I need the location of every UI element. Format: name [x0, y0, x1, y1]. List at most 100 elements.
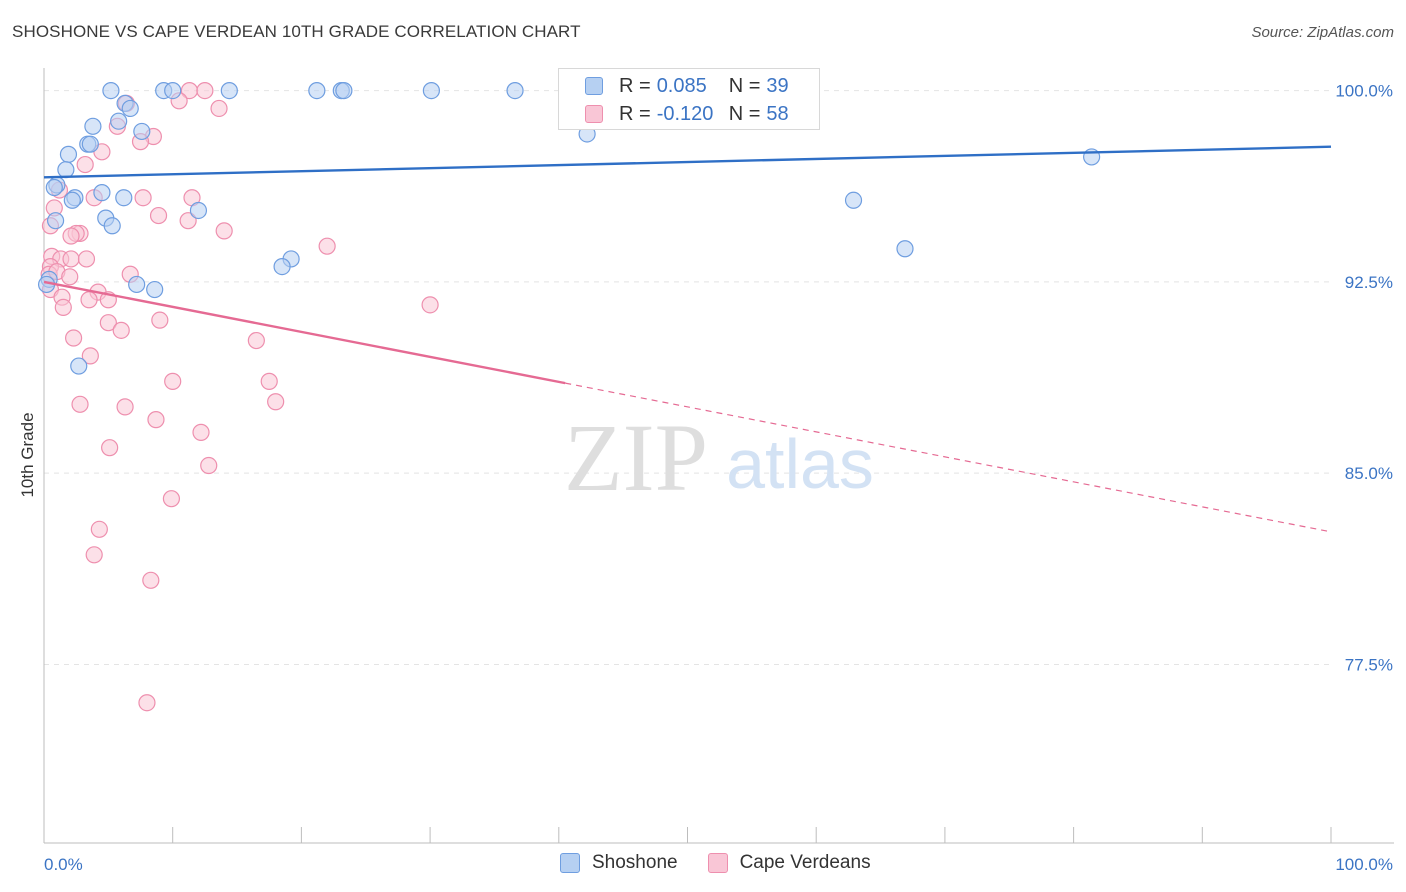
cape-verdean-point [215, 222, 233, 240]
cape-verdean-point [101, 439, 119, 457]
cape-verdean-point [196, 82, 214, 100]
cape-verdean-point [77, 250, 96, 268]
n-label: N = [728, 102, 761, 125]
shoshone-point [102, 82, 120, 100]
y-tick-label: 100.0% [1335, 82, 1393, 101]
source-label: Source: ZipAtlas.com [1251, 24, 1394, 41]
n-label: N = [728, 74, 761, 97]
cape-verdean-point [81, 347, 99, 365]
shoshone-point [63, 191, 81, 209]
cape-verdean-point [99, 314, 117, 332]
tick-labels: 100.0% 92.5% 85.0% 77.5% 0.0% 100.0% [44, 82, 1393, 874]
cape-verdean-point [149, 206, 168, 225]
cape-verdean-point [142, 571, 160, 589]
shoshone-point [45, 178, 63, 197]
shoshone-trend-line [43, 145, 1332, 179]
series-legend: Shoshone Cape Verdeans [560, 852, 901, 874]
shoshone-swatch [560, 853, 580, 873]
correlation-legend: R = 0.085 N = 39 R = -0.120 N = 58 [558, 68, 820, 130]
r-value: 0.085 [656, 74, 707, 97]
shoshone-point [115, 189, 133, 207]
shoshone-point [81, 135, 99, 153]
shoshone-point [146, 280, 164, 299]
x-tick-label: 0.0% [44, 855, 83, 874]
shoshone-point [46, 212, 65, 230]
cape-verdean-point [260, 372, 278, 390]
cape-verdean-point [62, 250, 80, 268]
cape-verdean-point [61, 268, 79, 286]
shoshone-point [506, 82, 524, 100]
cape-verdean-point [134, 189, 152, 207]
shoshone-swatch [585, 77, 603, 95]
cape-verdean-point [147, 411, 165, 429]
shoshone-point [335, 82, 353, 100]
shoshone-point [57, 161, 75, 179]
axes [43, 68, 1394, 844]
cape-verdean-point [200, 456, 218, 475]
shoshone-point [844, 191, 863, 209]
cape-verdean-point [421, 296, 439, 314]
cape-verdean-point [192, 423, 210, 441]
cape-verdean-point [80, 291, 98, 309]
r-label: R = [619, 74, 651, 97]
y-tick-label: 77.5% [1345, 655, 1393, 674]
cape-verdean-point [62, 227, 80, 245]
cape-verdean-point [151, 311, 169, 329]
shoshone-point [84, 117, 102, 135]
chart-title: SHOSHONE VS CAPE VERDEAN 10TH GRADE CORR… [12, 22, 581, 41]
watermark: ZIP atlas [564, 404, 874, 511]
shoshone-point [133, 122, 151, 141]
shoshone-point [93, 184, 111, 202]
watermark-zip: ZIP [564, 404, 708, 511]
legend-item-cape-verdeans[interactable]: Cape Verdeans [707, 852, 871, 874]
gridlines [44, 90, 1331, 665]
cape-verdean-trend-extension [565, 382, 1332, 533]
cape-verdean-point [210, 99, 228, 118]
series-shoshone [37, 82, 1101, 375]
r-value: -0.120 [656, 102, 714, 125]
cape-verdean-point [90, 520, 108, 538]
cape-verdean-trend-line [43, 280, 566, 385]
cape-verdean-point [71, 395, 89, 413]
cape-verdeans-swatch [585, 105, 603, 123]
shoshone-point [273, 257, 291, 276]
cape-verdean-point [267, 393, 285, 411]
shoshone-point [220, 82, 238, 100]
n-value: 58 [766, 102, 789, 125]
cape-verdean-point [54, 298, 72, 316]
cape-verdean-point [138, 694, 156, 712]
cape-verdean-point [318, 237, 336, 255]
cape-verdean-point [76, 155, 94, 174]
legend-label: Shoshone [592, 852, 678, 873]
r-label: R = [619, 102, 651, 125]
cape-verdean-point [164, 372, 182, 390]
cape-verdean-point [247, 331, 265, 350]
cape-verdean-point [85, 546, 103, 564]
legend-row-cape-verdeans: R = -0.120 N = 58 [585, 101, 789, 127]
cape-verdean-point [116, 398, 134, 416]
shoshone-point [121, 99, 139, 118]
x-tick-label: 100.0% [1335, 855, 1393, 874]
shoshone-point [189, 201, 208, 220]
cape-verdean-point [162, 490, 181, 508]
cape-verdean-point [65, 329, 83, 347]
shoshone-point [422, 82, 440, 100]
legend-item-shoshone[interactable]: Shoshone [560, 852, 678, 874]
shoshone-point [308, 82, 326, 100]
legend-label: Cape Verdeans [739, 852, 871, 873]
y-axis-label: 10th Grade [18, 412, 37, 498]
cape-verdeans-swatch [707, 853, 728, 873]
cape-verdean-point [179, 212, 197, 230]
trend-lines [43, 145, 1332, 533]
watermark-atlas: atlas [726, 425, 874, 503]
y-tick-label: 85.0% [1345, 464, 1393, 483]
shoshone-point [896, 240, 914, 258]
shoshone-point [110, 112, 128, 130]
shoshone-point [164, 82, 182, 100]
shoshone-point [103, 217, 121, 235]
legend-row-shoshone: R = 0.085 N = 39 [585, 73, 789, 99]
shoshone-point [59, 145, 78, 163]
shoshone-point [70, 357, 88, 375]
cape-verdean-point [112, 321, 130, 339]
